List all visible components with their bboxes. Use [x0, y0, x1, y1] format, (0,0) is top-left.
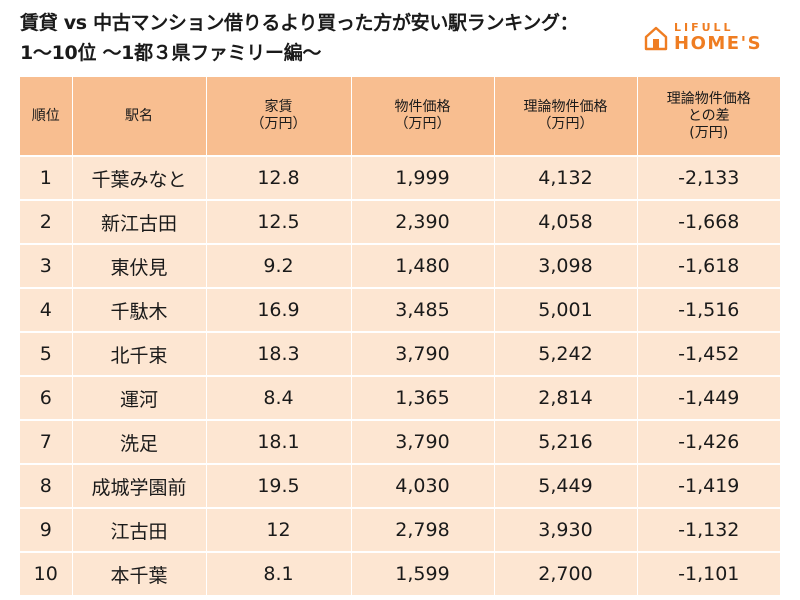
difference-cell: -1,452 [637, 331, 780, 376]
header-theoretical-price: 理論物件価格 （万円） [494, 77, 638, 156]
rank-cell: 7 [20, 419, 73, 464]
table-row: 6 運河 8.4 1,365 2,814 -1,449 [20, 375, 780, 420]
header-difference-label-2: との差 [687, 107, 730, 124]
rent-cell: 18.3 [206, 331, 352, 376]
theoretical-price-cell: 5,449 [494, 463, 638, 508]
header-station-label: 駅名 [125, 107, 153, 124]
rank-cell: 5 [20, 331, 73, 376]
price-cell: 2,390 [351, 199, 495, 244]
price-cell: 1,999 [351, 155, 495, 200]
rank-cell: 4 [20, 287, 73, 332]
difference-cell: -2,133 [637, 155, 780, 200]
header-rent-label: 家賃 [264, 99, 293, 115]
table-row: 2 新江古田 12.5 2,390 4,058 -1,668 [20, 199, 780, 244]
table-row: 7 洗足 18.1 3,790 5,216 -1,426 [20, 419, 780, 464]
rent-cell: 12.5 [206, 199, 352, 244]
price-cell: 3,790 [351, 331, 495, 376]
brand-logo: LIFULL HOME'S [644, 22, 762, 53]
theoretical-price-cell: 3,098 [494, 243, 638, 288]
title-line-2: 1～10位 ～1都３県ファミリー編～ [20, 42, 322, 64]
rent-cell: 9.2 [206, 243, 352, 288]
header-rent-unit: （万円） [250, 116, 307, 132]
house-icon [644, 26, 668, 50]
table-row: 1 千葉みなと 12.8 1,999 4,132 -2,133 [20, 155, 780, 200]
price-cell: 1,599 [351, 551, 495, 595]
station-cell: 新江古田 [72, 199, 207, 244]
header-rent: 家賃 （万円） [206, 77, 352, 156]
rank-cell: 8 [20, 463, 73, 508]
theoretical-price-cell: 5,242 [494, 331, 638, 376]
header-station: 駅名 [72, 77, 207, 156]
rent-cell: 19.5 [206, 463, 352, 508]
rank-cell: 2 [20, 199, 73, 244]
header-price: 物件価格 （万円） [351, 77, 495, 156]
difference-cell: -1,419 [637, 463, 780, 508]
table-row: 10 本千葉 8.1 1,599 2,700 -1,101 [20, 551, 780, 595]
title-line-1: 賃貸 vs 中古マンション借りるより買った方が安い駅ランキング： [20, 12, 579, 34]
difference-cell: -1,618 [637, 243, 780, 288]
rank-cell: 1 [20, 155, 73, 200]
rent-cell: 18.1 [206, 419, 352, 464]
theoretical-price-cell: 3,930 [494, 507, 638, 552]
table-row: 9 江古田 12 2,798 3,930 -1,132 [20, 507, 780, 552]
station-cell: 成城学園前 [72, 463, 207, 508]
station-cell: 千葉みなと [72, 155, 207, 200]
station-cell: 江古田 [72, 507, 207, 552]
difference-cell: -1,426 [637, 419, 780, 464]
theoretical-price-cell: 2,814 [494, 375, 638, 420]
table-body: 1 千葉みなと 12.8 1,999 4,132 -2,133 2 新江古田 12.5 2,390… [20, 155, 780, 595]
station-cell: 運河 [72, 375, 207, 420]
theoretical-price-cell: 5,216 [494, 419, 638, 464]
station-cell: 東伏見 [72, 243, 207, 288]
station-cell: 本千葉 [72, 551, 207, 595]
header-difference-label-1: 理論物件価格 [666, 90, 751, 107]
difference-cell: -1,101 [637, 551, 780, 595]
theoretical-price-cell: 4,132 [494, 155, 638, 200]
header-rank-label: 順位 [31, 107, 60, 124]
difference-cell: -1,668 [637, 199, 780, 244]
rent-cell: 8.4 [206, 375, 352, 420]
rank-cell: 9 [20, 507, 73, 552]
price-cell: 4,030 [351, 463, 495, 508]
theoretical-price-cell: 5,001 [494, 287, 638, 332]
difference-cell: -1,132 [637, 507, 780, 552]
ranking-table: 順位 駅名 家賃 （万円） 物件価格 （万円） 理論物件価格 （万円） 理論物件… [20, 77, 780, 595]
table-row: 3 東伏見 9.2 1,480 3,098 -1,618 [20, 243, 780, 288]
logo-text-bottom: HOME'S [674, 33, 763, 54]
table-row: 4 千駄木 16.9 3,485 5,001 -1,516 [20, 287, 780, 332]
difference-cell: -1,449 [637, 375, 780, 420]
table-row: 8 成城学園前 19.5 4,030 5,449 -1,419 [20, 463, 780, 508]
header-rank: 順位 [20, 77, 73, 156]
rent-cell: 12.8 [206, 155, 352, 200]
station-cell: 北千束 [72, 331, 207, 376]
rank-cell: 3 [20, 243, 73, 288]
price-cell: 3,790 [351, 419, 495, 464]
rank-cell: 10 [20, 551, 73, 595]
station-cell: 洗足 [72, 419, 207, 464]
table-row: 5 北千束 18.3 3,790 5,242 -1,452 [20, 331, 780, 376]
rent-cell: 8.1 [206, 551, 352, 595]
header-theoretical-label: 理論物件価格 [523, 99, 608, 115]
header-price-label: 物件価格 [394, 99, 451, 115]
station-cell: 千駄木 [72, 287, 207, 332]
price-cell: 1,480 [351, 243, 495, 288]
header-difference: 理論物件価格 との差 (万円) [637, 77, 780, 156]
price-cell: 2,798 [351, 507, 495, 552]
logo-text-top: LIFULL [674, 21, 734, 34]
header-price-unit: （万円） [394, 116, 451, 132]
header-theoretical-unit: （万円） [537, 116, 594, 132]
price-cell: 3,485 [351, 287, 495, 332]
rent-cell: 16.9 [206, 287, 352, 332]
theoretical-price-cell: 2,700 [494, 551, 638, 595]
page-title: 賃貸 vs 中古マンション借りるより買った方が安い駅ランキング： 1～10位 ～… [20, 8, 579, 68]
rent-cell: 12 [206, 507, 352, 552]
price-cell: 1,365 [351, 375, 495, 420]
table-header-row: 順位 駅名 家賃 （万円） 物件価格 （万円） 理論物件価格 （万円） 理論物件… [20, 77, 780, 156]
theoretical-price-cell: 4,058 [494, 199, 638, 244]
header-difference-unit: (万円) [689, 124, 729, 141]
difference-cell: -1,516 [637, 287, 780, 332]
rank-cell: 6 [20, 375, 73, 420]
